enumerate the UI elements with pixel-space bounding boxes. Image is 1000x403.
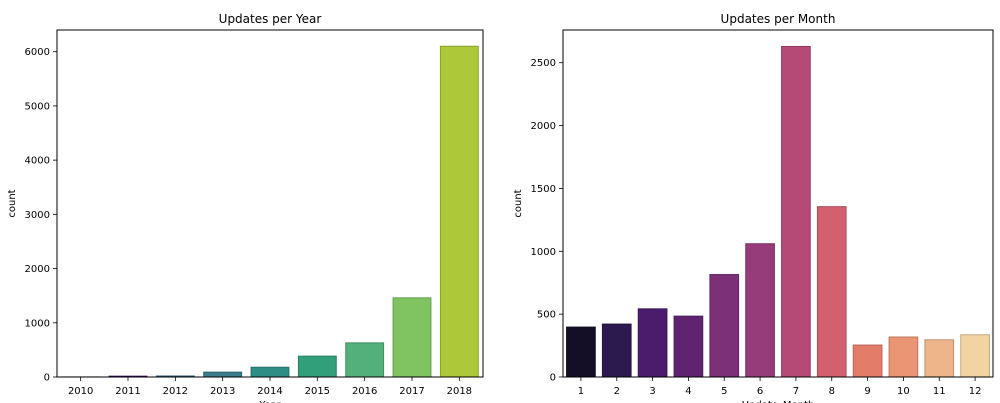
axes-frame (562, 29, 994, 378)
x-tick-label: 12 (969, 386, 982, 397)
x-axis-label: Year (258, 400, 281, 403)
bar-3 (637, 308, 668, 378)
bar-10 (888, 336, 919, 378)
x-tick-label: 6 (757, 386, 763, 397)
y-tick-label: 0 (550, 373, 556, 384)
x-tick-label: 2013 (210, 386, 235, 397)
x-tick-label: 2016 (352, 386, 377, 397)
bar-6 (745, 243, 775, 378)
y-tick-label: 2500 (531, 58, 556, 69)
y-tick-label: 2000 (25, 264, 50, 275)
x-tick-label: 2011 (115, 386, 140, 397)
bar-2014 (250, 366, 290, 378)
bar-8 (816, 206, 847, 378)
x-tick-label: 5 (721, 386, 727, 397)
x-tick-label: 11 (933, 386, 946, 397)
y-tick-label: 1000 (25, 318, 50, 329)
x-tick-label: 2018 (447, 386, 472, 397)
y-tick-label: 6000 (25, 47, 50, 58)
bar-2 (601, 323, 632, 378)
bar-2016 (345, 342, 385, 378)
x-tick-label: 1 (578, 386, 584, 397)
x-tick-label: 4 (685, 386, 691, 397)
x-tick-label: 3 (649, 386, 655, 397)
x-tick-label: 2017 (399, 386, 424, 397)
y-axis-label: count (7, 189, 18, 217)
bar-2018 (439, 45, 479, 378)
x-tick-label: 2012 (163, 386, 188, 397)
y-tick-label: 4000 (25, 156, 50, 167)
x-tick-label: 9 (864, 386, 870, 397)
bar-1 (566, 326, 596, 378)
y-tick-label: 0 (44, 373, 50, 384)
axes-frame (56, 29, 484, 378)
y-tick-label: 1000 (531, 247, 556, 258)
chart-title: Updates per Month (721, 12, 836, 26)
y-tick-label: 2000 (531, 121, 556, 132)
bar-7 (781, 45, 811, 378)
bar-12 (960, 334, 990, 378)
bar-11 (924, 339, 955, 378)
x-tick-label: 10 (897, 386, 910, 397)
bar-4 (673, 315, 704, 378)
y-tick-label: 1500 (531, 184, 556, 195)
y-tick-label: 500 (537, 310, 556, 321)
x-tick-label: 2014 (257, 386, 282, 397)
x-axis-label: Update_Month (742, 400, 815, 403)
bar-2015 (297, 355, 337, 378)
y-axis-label: count (513, 189, 524, 217)
bar-2013 (203, 371, 243, 378)
x-tick-label: 2 (614, 386, 620, 397)
chart-title: Updates per Year (219, 12, 322, 26)
x-tick-label: 2015 (305, 386, 330, 397)
y-tick-label: 3000 (25, 210, 50, 221)
bar-9 (852, 344, 883, 378)
x-tick-label: 8 (829, 386, 835, 397)
x-tick-label: 2010 (68, 386, 93, 397)
bar-2017 (392, 297, 432, 378)
x-tick-label: 7 (793, 386, 799, 397)
y-tick-label: 5000 (25, 101, 50, 112)
bar-5 (709, 274, 740, 378)
